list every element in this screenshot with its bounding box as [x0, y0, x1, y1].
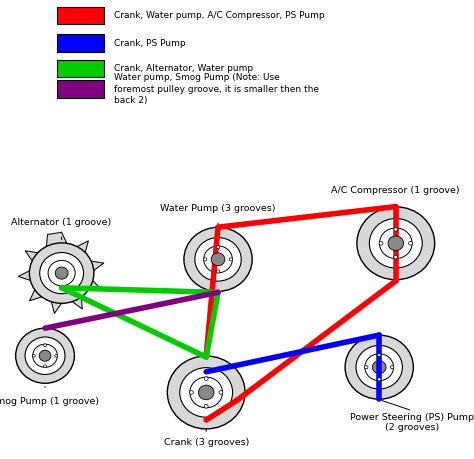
Ellipse shape: [373, 361, 386, 374]
Ellipse shape: [216, 270, 220, 273]
Text: Crank, Alternator, Water pump: Crank, Alternator, Water pump: [114, 64, 253, 73]
Ellipse shape: [345, 335, 413, 399]
Ellipse shape: [190, 377, 222, 408]
Ellipse shape: [216, 246, 220, 249]
Ellipse shape: [357, 207, 435, 280]
Ellipse shape: [377, 378, 381, 381]
Text: A/C Compressor (1 groove): A/C Compressor (1 groove): [331, 186, 460, 195]
Ellipse shape: [380, 228, 412, 258]
Ellipse shape: [394, 255, 398, 259]
Ellipse shape: [379, 241, 383, 245]
Ellipse shape: [32, 354, 36, 357]
Ellipse shape: [204, 246, 232, 273]
Ellipse shape: [377, 353, 381, 357]
Ellipse shape: [190, 391, 193, 394]
Ellipse shape: [44, 344, 46, 347]
Ellipse shape: [16, 328, 74, 383]
Ellipse shape: [180, 368, 233, 417]
Ellipse shape: [184, 227, 252, 291]
Ellipse shape: [25, 337, 65, 375]
Ellipse shape: [204, 404, 208, 408]
Text: Water Pump (3 grooves): Water Pump (3 grooves): [160, 204, 276, 213]
Ellipse shape: [365, 354, 393, 381]
Bar: [57, 7, 104, 24]
Ellipse shape: [409, 241, 412, 245]
Ellipse shape: [204, 377, 208, 381]
Text: Crank, Water pump, A/C Compressor, PS Pump: Crank, Water pump, A/C Compressor, PS Pu…: [114, 11, 324, 20]
Text: Power Steering (PS) Pump
(2 grooves): Power Steering (PS) Pump (2 grooves): [350, 413, 474, 432]
Ellipse shape: [55, 354, 58, 357]
Ellipse shape: [369, 218, 422, 268]
Bar: [57, 34, 104, 52]
Ellipse shape: [391, 366, 394, 369]
Ellipse shape: [219, 391, 223, 394]
Ellipse shape: [55, 267, 68, 279]
Bar: [57, 80, 104, 98]
Ellipse shape: [39, 350, 51, 361]
Ellipse shape: [40, 252, 83, 294]
Ellipse shape: [199, 385, 214, 400]
Ellipse shape: [229, 258, 233, 261]
Polygon shape: [18, 232, 104, 313]
Text: Smog Pump (1 groove): Smog Pump (1 groove): [0, 397, 100, 406]
Text: Alternator (1 groove): Alternator (1 groove): [11, 218, 112, 227]
Ellipse shape: [29, 243, 94, 303]
Ellipse shape: [48, 260, 75, 286]
Text: Water pump, Smog Pump (Note: Use
foremost pulley groove, it is smaller then the
: Water pump, Smog Pump (Note: Use foremos…: [114, 73, 319, 105]
Bar: [57, 60, 104, 77]
Ellipse shape: [44, 365, 46, 368]
Text: Crank (3 grooves): Crank (3 grooves): [164, 438, 249, 448]
Ellipse shape: [365, 366, 368, 369]
Ellipse shape: [33, 344, 57, 367]
Ellipse shape: [203, 258, 207, 261]
Ellipse shape: [211, 253, 225, 266]
Ellipse shape: [388, 236, 403, 251]
Ellipse shape: [167, 356, 245, 429]
Ellipse shape: [356, 346, 402, 389]
Text: Crank, PS Pump: Crank, PS Pump: [114, 39, 185, 48]
Ellipse shape: [394, 228, 398, 231]
Ellipse shape: [195, 238, 241, 281]
